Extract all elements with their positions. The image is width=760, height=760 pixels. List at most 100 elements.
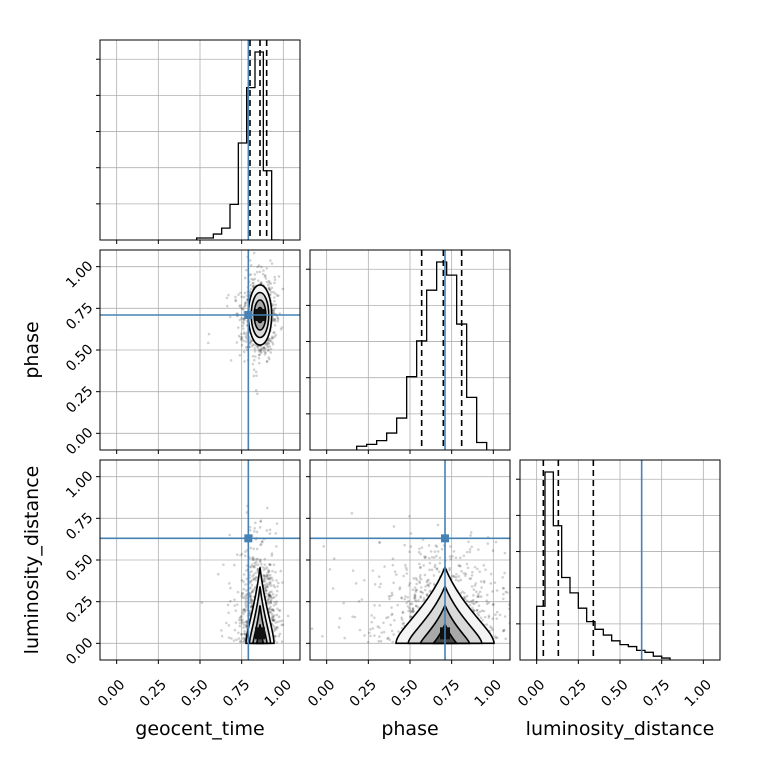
scatter-point (234, 298, 237, 302)
scatter-point (458, 564, 461, 568)
scatter-point (251, 575, 254, 578)
scatter-point (517, 553, 520, 556)
scatter-point (426, 583, 429, 587)
scatter-point (402, 621, 405, 625)
scatter-point (476, 595, 480, 599)
scatter-point (448, 568, 451, 572)
scatter-point (433, 556, 436, 559)
scatter-point (502, 628, 506, 632)
scatter-point (239, 336, 242, 339)
scatter-point (268, 563, 272, 566)
scatter-point (264, 567, 267, 570)
scatter-point (418, 581, 422, 585)
scatter-point (414, 596, 417, 599)
scatter-point (260, 540, 264, 543)
scatter-point (417, 599, 420, 602)
scatter-point (434, 544, 438, 547)
scatter-point (371, 627, 375, 630)
scatter-point (251, 354, 255, 358)
scatter-point (272, 563, 276, 567)
scatter-point (263, 346, 266, 349)
scatter-point (498, 613, 502, 617)
scatter-point (377, 639, 380, 643)
xtick-label-luminosity_distance: 0.00 (515, 677, 548, 710)
scatter-point (385, 616, 388, 620)
scatter-point (254, 576, 257, 580)
scatter-point (242, 639, 246, 643)
scatter-point (264, 595, 268, 598)
scatter-point (263, 575, 267, 579)
scatter-point (273, 629, 276, 633)
scatter-point (228, 315, 232, 319)
xtick-label-geocent_time: 0.25 (137, 677, 170, 710)
scatter-point (427, 544, 431, 547)
scatter-point (272, 625, 276, 628)
scatter-point (272, 296, 276, 299)
scatter-point (269, 347, 273, 351)
scatter-point (255, 530, 259, 534)
scatter-point (452, 575, 455, 578)
scatter-point (242, 632, 246, 636)
ytick-label-phase: 0.25 (63, 383, 96, 416)
scatter-point (242, 305, 246, 308)
scatter-point (240, 295, 243, 299)
scatter-point (243, 636, 246, 640)
scatter-point (244, 300, 247, 304)
scatter-point (477, 592, 480, 596)
scatter-point (397, 630, 400, 633)
scatter-point (250, 277, 253, 281)
scatter-point (260, 542, 263, 546)
scatter-point (242, 640, 245, 644)
scatter-point (479, 616, 483, 620)
scatter-point (270, 576, 274, 580)
scatter-point (415, 582, 418, 586)
scatter-point (390, 629, 394, 633)
scatter-point (389, 594, 392, 598)
scatter-point (254, 571, 258, 575)
scatter-point (251, 558, 254, 561)
scatter-point (264, 277, 268, 280)
scatter-point (276, 625, 279, 629)
scatter-point (378, 541, 382, 544)
scatter-point (262, 573, 266, 577)
scatter-point (271, 619, 275, 622)
scatter-point (248, 528, 252, 532)
scatter-point (271, 618, 275, 622)
scatter-point (267, 287, 271, 291)
scatter-point (386, 636, 390, 640)
scatter-point (487, 616, 491, 619)
scatter-point (266, 349, 270, 352)
scatter-point (271, 618, 275, 622)
scatter-point (477, 595, 481, 598)
scatter-point (373, 634, 376, 637)
panel-hist-geocent_time (96, 39, 301, 244)
scatter-point (252, 565, 256, 568)
scatter-point (255, 560, 258, 564)
scatter-point (489, 572, 493, 576)
scatter-point (273, 281, 276, 285)
scatter-point (271, 341, 274, 344)
scatter-point (264, 589, 268, 593)
scatter-point (272, 318, 276, 321)
scatter-point (463, 591, 466, 595)
scatter-point (270, 608, 274, 611)
scatter-point (436, 550, 440, 553)
scatter-point (245, 625, 248, 629)
scatter-point (358, 628, 362, 632)
scatter-point (366, 640, 370, 644)
truth-marker (244, 311, 253, 319)
scatter-point (259, 350, 263, 353)
scatter-point (502, 587, 505, 590)
scatter-point (281, 581, 284, 584)
scatter-point (236, 603, 239, 606)
scatter-point (487, 614, 491, 618)
scatter-point (252, 358, 256, 362)
scatter-point (241, 320, 245, 324)
scatter-point (244, 346, 248, 349)
scatter-point (481, 618, 484, 622)
scatter-point (273, 614, 276, 617)
scatter-point (438, 561, 442, 565)
scatter-point (270, 590, 273, 594)
scatter-point (234, 299, 238, 303)
scatter-point (244, 604, 248, 607)
